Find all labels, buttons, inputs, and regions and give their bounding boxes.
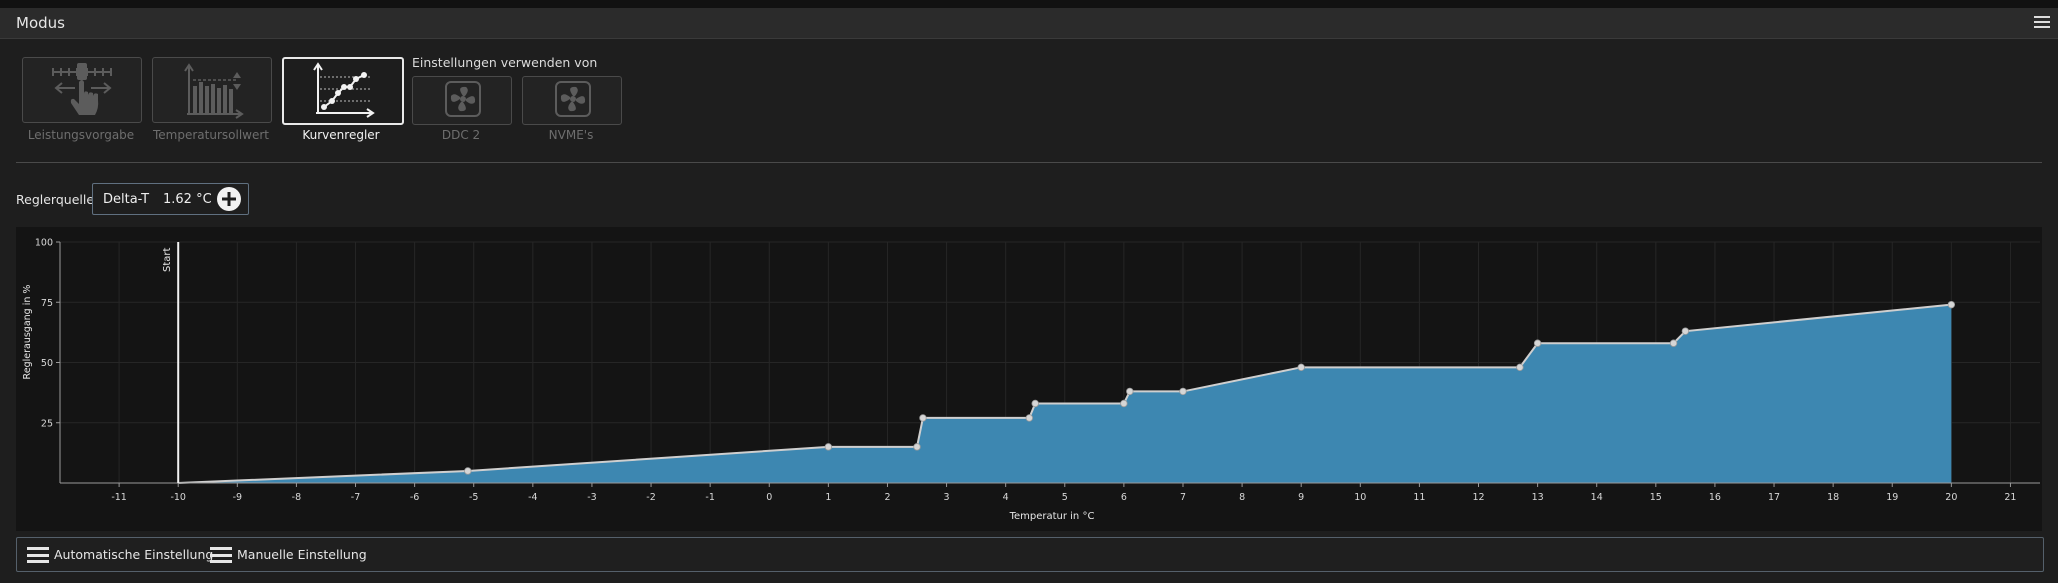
y-tick-label: 25 <box>41 418 53 429</box>
curve-point[interactable] <box>824 443 833 451</box>
curve-point[interactable] <box>1533 339 1542 347</box>
x-tick-label: 5 <box>1062 492 1068 503</box>
x-tick-label: -9 <box>233 492 242 503</box>
temperature-bars-icon <box>184 63 244 119</box>
x-tick-label: 20 <box>1945 492 1957 503</box>
x-tick-label: 8 <box>1239 492 1245 503</box>
curve-point[interactable] <box>464 467 472 475</box>
section-divider <box>16 162 2042 163</box>
curve-point[interactable] <box>1516 363 1524 372</box>
x-tick-label: -1 <box>705 492 714 503</box>
x-tick-label: -6 <box>410 492 419 503</box>
curve-point[interactable] <box>1179 387 1187 396</box>
curve-point[interactable] <box>1669 339 1678 347</box>
controller-source-name: Delta-T <box>103 192 150 207</box>
list-icon <box>27 547 49 563</box>
settings-source-ddc2-label: DDC 2 <box>441 128 481 142</box>
mode-label-power: Leistungsvorgabe <box>27 128 135 142</box>
settings-mode-bar: Automatische Einstellung Manuelle Einste… <box>16 537 2044 572</box>
x-tick-label: 3 <box>944 492 950 503</box>
settings-source-nvme[interactable] <box>522 76 622 125</box>
fan-icon <box>445 81 481 117</box>
settings-source-ddc2[interactable] <box>412 76 512 125</box>
x-tick-label: 19 <box>1886 492 1898 503</box>
curve-chart[interactable]: -11 -10 -9 -8 -7 -6 -5 -4 -3 -2 -1 0 1 2 3 4 5 6 7 8 9 10 11 12… <box>16 227 2042 531</box>
curve-area <box>178 304 1952 483</box>
panel-header: Modus <box>0 8 2058 39</box>
curve-line <box>178 303 1952 484</box>
auto-settings-label: Automatische Einstellung <box>54 547 214 562</box>
y-axis-label: Reglerausgang in % <box>22 285 33 380</box>
curve-chart-svg: -11 -10 -9 -8 -7 -6 -5 -4 -3 -2 -1 0 1 2 3 4 5 6 7 8 9 10 11 12… <box>22 238 2040 522</box>
mode-button-temperature-setpoint[interactable] <box>152 57 272 123</box>
x-tick-label: 7 <box>1180 492 1186 503</box>
x-tick-label: 0 <box>766 492 772 503</box>
curve-chart-icon <box>313 62 375 118</box>
x-tick-label: 16 <box>1709 492 1721 503</box>
x-tick-label: -7 <box>351 492 360 503</box>
x-tick-label: 12 <box>1472 492 1484 503</box>
list-icon <box>210 547 232 563</box>
x-axis-label: Temperatur in °C <box>1009 511 1095 522</box>
curve-point[interactable] <box>1025 414 1034 422</box>
x-tick-label: 18 <box>1827 492 1839 503</box>
settings-source-nvme-label: NVME's <box>548 128 594 142</box>
mode-label-temperature-setpoint: Temperatursollwert <box>153 128 269 142</box>
y-tick-label: 50 <box>41 358 53 369</box>
x-tick-label: 1 <box>825 492 831 503</box>
controller-source-value: 1.62 °C <box>163 192 212 207</box>
add-icon[interactable] <box>217 187 241 211</box>
curve-point[interactable] <box>1297 363 1305 372</box>
curve-point[interactable] <box>1126 387 1134 396</box>
curve-point[interactable] <box>1681 327 1690 335</box>
controller-source-box[interactable]: Delta-T 1.62 °C <box>92 183 249 215</box>
controller-source-label: Reglerquelle <box>16 192 95 207</box>
manual-settings-button[interactable]: Manuelle Einstellung <box>210 538 367 571</box>
x-tick-label: -11 <box>111 492 127 503</box>
x-tick-label: 6 <box>1121 492 1127 503</box>
x-tick-label: -10 <box>170 492 186 503</box>
x-tick-label: 11 <box>1413 492 1425 503</box>
x-tick-label: 15 <box>1650 492 1662 503</box>
mode-label-curve: Kurvenregler <box>302 128 380 142</box>
x-tick-label: 17 <box>1768 492 1780 503</box>
x-tick-label: 13 <box>1532 492 1544 503</box>
x-tick-label: 10 <box>1354 492 1366 503</box>
x-tick-label: 2 <box>884 492 890 503</box>
slider-hand-icon <box>52 63 112 115</box>
y-tick-label: 100 <box>35 238 53 249</box>
x-tick-label: -8 <box>292 492 301 503</box>
x-tick-label: -3 <box>587 492 596 503</box>
curve-point[interactable] <box>1120 399 1128 408</box>
curve-point[interactable] <box>1031 399 1039 408</box>
x-tick-label: 14 <box>1591 492 1603 503</box>
mode-button-curve[interactable] <box>282 57 404 125</box>
x-tick-label: 21 <box>2004 492 2016 503</box>
x-tick-label: 4 <box>1003 492 1009 503</box>
manual-settings-label: Manuelle Einstellung <box>237 547 367 562</box>
start-marker-label: Start <box>162 247 173 272</box>
curve-point[interactable] <box>919 414 927 422</box>
fan-icon <box>555 81 591 117</box>
menu-icon[interactable] <box>2034 16 2050 30</box>
x-tick-label: -2 <box>646 492 655 503</box>
auto-settings-button[interactable]: Automatische Einstellung <box>27 538 213 571</box>
curve-point[interactable] <box>1947 300 1956 309</box>
x-tick-label: 9 <box>1298 492 1304 503</box>
x-tick-label: -5 <box>469 492 478 503</box>
window-top-strip <box>0 0 2058 8</box>
panel-title: Modus <box>16 14 65 32</box>
mode-button-power[interactable] <box>22 57 142 123</box>
curve-point[interactable] <box>913 443 921 451</box>
settings-from-heading: Einstellungen verwenden von <box>412 55 598 70</box>
x-tick-label: -4 <box>528 492 537 503</box>
y-tick-label: 75 <box>41 298 53 309</box>
